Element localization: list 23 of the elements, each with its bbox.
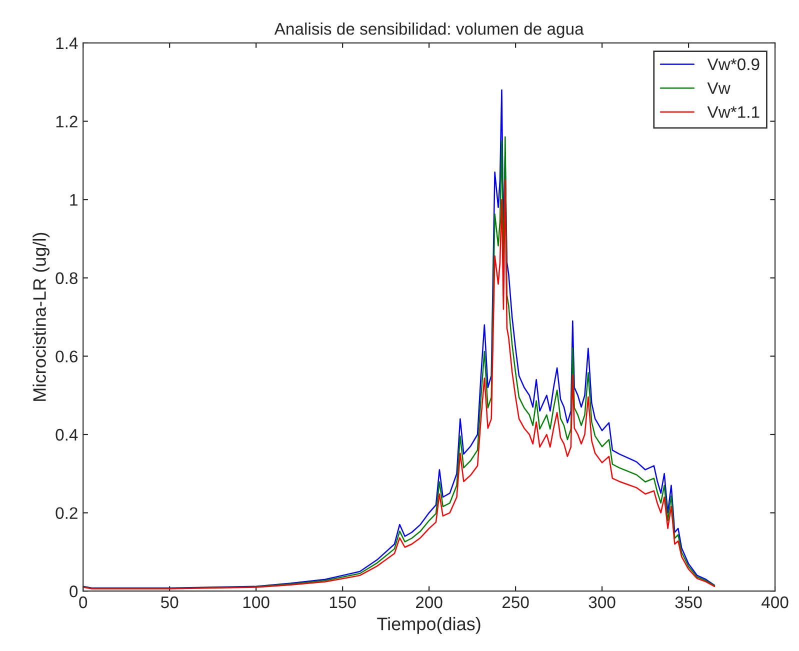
y-tick-label: 0.4 <box>56 428 78 441</box>
y-tick-label: 0 <box>70 586 78 598</box>
x-tick-label: 100 <box>243 596 270 608</box>
y-tick-label: 0.8 <box>56 272 78 284</box>
x-axis-title: Tiempo(dias) <box>377 617 480 634</box>
y-axis-title: Microcistina-LR (ug/l) <box>32 232 50 401</box>
y-tick-label: 1.4 <box>56 38 78 50</box>
x-tick-label: 300 <box>588 596 616 608</box>
y-tick-label: 0.2 <box>56 507 78 520</box>
y-tick-label: 0.6 <box>56 350 78 362</box>
y-tick-label: 1.2 <box>56 116 78 128</box>
legend-label: Vw*1.1 <box>707 106 760 118</box>
legend-label: Vw <box>707 82 730 94</box>
legend-label: Vw*0.9 <box>707 58 760 70</box>
x-tick-label: 400 <box>762 596 788 608</box>
chart-title: Analisis de sensibilidad: volumen de agua <box>274 22 584 38</box>
x-tick-label: 50 <box>160 596 178 608</box>
x-tick-label: 0 <box>79 596 88 608</box>
x-tick-label: 250 <box>502 596 529 608</box>
x-tick-label: 350 <box>675 596 702 608</box>
x-tick-label: 150 <box>330 596 356 608</box>
y-tick-label: 1 <box>70 194 78 206</box>
x-tick-label: 200 <box>416 596 442 608</box>
